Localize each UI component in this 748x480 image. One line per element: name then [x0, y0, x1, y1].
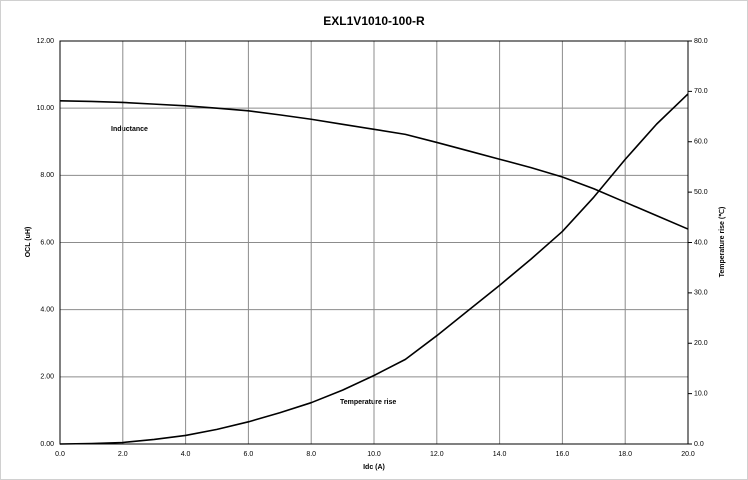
annotation: Inductance: [111, 126, 148, 133]
annotation: Temperature rise: [340, 399, 396, 406]
x-tick-label: 16.0: [556, 451, 570, 458]
y2-tick-label: 40.0: [694, 239, 708, 246]
x-tick-label: 8.0: [306, 451, 316, 458]
y2-tick-label: 20.0: [694, 340, 708, 347]
y2-tick-label: 60.0: [694, 139, 708, 146]
x-tick-label: 18.0: [618, 451, 632, 458]
x-tick-label: 6.0: [244, 451, 254, 458]
x-axis-label: Idc (A): [363, 464, 385, 471]
y2-axis-label: Temperature rise (℃): [718, 207, 726, 278]
x-tick-label: 12.0: [430, 451, 444, 458]
y-axis-label: OCL (uH): [25, 227, 32, 258]
chart-title: EXL1V1010-100-R: [323, 14, 425, 28]
y-tick-label: 2.00: [40, 374, 54, 381]
y2-tick-label: 80.0: [694, 38, 708, 45]
x-tick-label: 0.0: [55, 451, 65, 458]
line-series: [59, 99, 689, 230]
y2-tick-label: 0.0: [694, 441, 704, 448]
x-tick-label: 4.0: [181, 451, 191, 458]
y2-tick-label: 50.0: [694, 189, 708, 196]
y2-tick-label: 70.0: [694, 88, 708, 95]
y-tick-label: 12.00: [36, 38, 54, 45]
y2-tick-label: 30.0: [694, 290, 708, 297]
x-tick-label: 10.0: [367, 451, 381, 458]
y-tick-label: 4.00: [40, 307, 54, 314]
x-tick-label: 14.0: [493, 451, 507, 458]
y-tick-label: 0.00: [40, 441, 54, 448]
x-tick-label: 2.0: [118, 451, 128, 458]
y-tick-label: 8.00: [40, 172, 54, 179]
y-tick-label: 6.00: [40, 239, 54, 246]
x-tick-label: 20.0: [681, 451, 695, 458]
plot-frame: [59, 40, 689, 445]
y2-tick-label: 10.0: [694, 390, 708, 397]
y-tick-label: 10.00: [36, 105, 54, 112]
line-series: [59, 93, 689, 445]
